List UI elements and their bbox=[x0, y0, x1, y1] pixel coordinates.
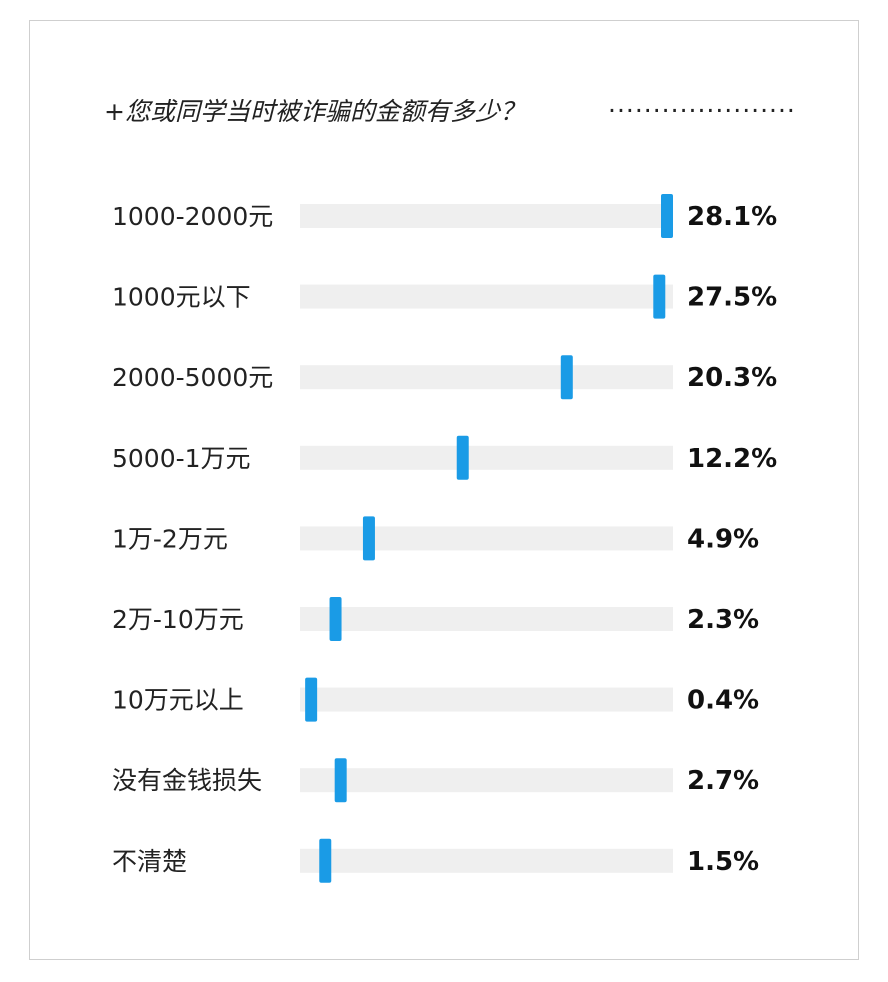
bar-marker bbox=[319, 838, 332, 883]
value-label: 12.2% bbox=[687, 444, 777, 474]
bar-marker bbox=[456, 435, 469, 480]
bar-track bbox=[300, 204, 673, 228]
value-label: 0.4% bbox=[687, 686, 759, 716]
bar-track bbox=[300, 365, 673, 390]
category-label: 1万-2万元 bbox=[112, 524, 228, 553]
value-label: 2.3% bbox=[687, 605, 759, 635]
category-label: 没有金钱损失 bbox=[112, 766, 262, 795]
bar-track bbox=[300, 687, 673, 712]
bar-track bbox=[300, 445, 673, 470]
bar-track bbox=[300, 768, 673, 793]
title-leader-dots: ····················· bbox=[608, 96, 796, 125]
category-label: 2000-5000元 bbox=[112, 363, 273, 392]
chart-frame bbox=[29, 20, 859, 960]
bar-track bbox=[300, 607, 673, 631]
category-label: 2万-10万元 bbox=[112, 605, 244, 634]
bar-track bbox=[300, 284, 673, 309]
bar-marker bbox=[334, 758, 347, 803]
bar-track bbox=[300, 848, 673, 873]
value-label: 28.1% bbox=[687, 202, 777, 232]
bar-marker bbox=[362, 516, 375, 561]
value-label: 27.5% bbox=[687, 283, 777, 313]
category-label: 1000-2000元 bbox=[112, 202, 273, 231]
category-label: 5000-1万元 bbox=[112, 444, 251, 473]
category-label: 1000元以下 bbox=[112, 283, 251, 312]
value-label: 1.5% bbox=[687, 847, 759, 877]
bar-marker bbox=[305, 677, 318, 722]
value-label: 4.9% bbox=[687, 524, 759, 554]
category-label: 10万元以上 bbox=[112, 686, 244, 715]
bar-marker bbox=[661, 194, 673, 238]
chart-title: +您或同学当时被诈骗的金额有多少？ bbox=[104, 97, 525, 126]
value-label: 2.7% bbox=[687, 766, 759, 796]
bar-marker bbox=[653, 274, 666, 319]
value-label: 20.3% bbox=[687, 363, 777, 393]
bar-track bbox=[300, 526, 673, 551]
bar-marker bbox=[329, 597, 342, 641]
category-label: 不清楚 bbox=[112, 847, 187, 876]
bar-marker bbox=[560, 355, 573, 400]
